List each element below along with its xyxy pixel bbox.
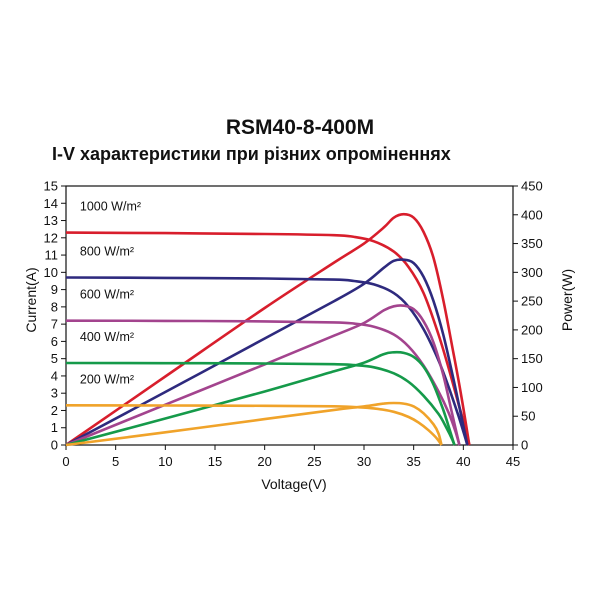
- series-label: 200 W/m²: [80, 372, 134, 386]
- y2-tick-label: 50: [521, 409, 535, 424]
- current-curve: [65, 319, 461, 446]
- series-label: 800 W/m²: [80, 245, 134, 259]
- curve-labels: 1000 W/m² 800 W/m² 600 W/m² 400 W/m² 200 W/m…: [80, 200, 141, 387]
- x-tick-label: 35: [406, 454, 420, 469]
- y-tick-label: 1: [51, 420, 58, 435]
- y-tick-label: 4: [51, 368, 58, 383]
- y-tick-label: 10: [44, 265, 58, 280]
- series-label: 1000 W/m²: [80, 200, 141, 214]
- y2-tick-label: 150: [521, 351, 543, 366]
- y-tick-label: 6: [51, 334, 58, 349]
- x-tick-label: 30: [357, 454, 371, 469]
- plot-frame: [65, 185, 514, 446]
- power-curve: [65, 258, 469, 447]
- x-tick-label: 25: [307, 454, 321, 469]
- y2-tick-label: 100: [521, 380, 543, 395]
- y-tick-label: 3: [51, 386, 58, 401]
- y2-tick-label: 400: [521, 207, 543, 222]
- y2-axis-label: Power(W): [559, 269, 575, 331]
- y-tick-label: 8: [51, 299, 58, 314]
- x-tick-label: 0: [62, 454, 69, 469]
- y-tick-label: 14: [44, 196, 58, 211]
- x-tick-label: 15: [208, 454, 222, 469]
- x-tick-label: 10: [158, 454, 172, 469]
- y-tick-label: 9: [51, 282, 58, 297]
- y-tick-label: 0: [51, 438, 58, 453]
- y-tick-label: 13: [44, 213, 58, 228]
- y2-tick-label: 200: [521, 322, 543, 337]
- y2-tick-label: 450: [521, 179, 543, 194]
- y2-tick-label: 350: [521, 236, 543, 251]
- x-tick-label: 40: [456, 454, 470, 469]
- x-axis-label: Voltage(V): [261, 476, 326, 492]
- y2-tick-label: 250: [521, 294, 543, 309]
- current-curve: [65, 276, 469, 446]
- y-tick-label: 5: [51, 351, 58, 366]
- y-tick-label: 2: [51, 403, 58, 418]
- y-axis-label: Current(A): [23, 267, 39, 332]
- y-tick-label: 12: [44, 230, 58, 245]
- x-tick-label: 45: [506, 454, 520, 469]
- series-label: 600 W/m²: [80, 288, 134, 302]
- power-curve: [65, 350, 456, 447]
- curves: [65, 212, 471, 447]
- power-curve: [65, 401, 443, 447]
- chart-title: RSM40-8-400M: [225, 116, 375, 139]
- y2-tick-label: 300: [521, 265, 543, 280]
- axes: 0 5 10 15 20 25 30 35 40 450123456789101112131415…: [44, 179, 543, 470]
- power-curve: [65, 212, 471, 447]
- series-label: 400 W/m²: [80, 330, 134, 344]
- x-tick-label: 20: [257, 454, 271, 469]
- y-tick-label: 15: [44, 179, 58, 194]
- current-curve: [65, 404, 443, 446]
- y-tick-label: 11: [45, 248, 59, 263]
- current-curve: [65, 361, 456, 446]
- x-tick-label: 5: [112, 454, 119, 469]
- y-tick-label: 7: [51, 317, 58, 332]
- power-curve: [65, 304, 461, 447]
- chart-subtitle: I-V характеристики при різних опроміненн…: [52, 144, 451, 164]
- y2-tick-label: 0: [521, 438, 528, 453]
